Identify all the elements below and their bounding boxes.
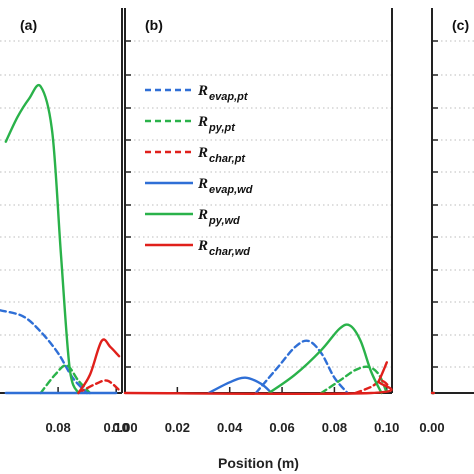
series-line (320, 365, 388, 395)
axes-frame (431, 8, 474, 394)
x-axis-title: Position (m) (218, 455, 299, 471)
legend-label: Rpy,wd (197, 207, 240, 227)
panel-label: (c) (452, 17, 469, 33)
x-tick-label: 0.00 (112, 420, 137, 435)
series-line (254, 339, 349, 395)
panel-a: 0.08 0.10 (a) (0, 8, 129, 435)
x-tick-label: 0.00 (419, 420, 444, 435)
series-line (77, 338, 121, 395)
legend-label: Rchar,pt (197, 145, 246, 165)
series-line (123, 361, 393, 396)
panel-c: 0.00 (c) (419, 8, 474, 435)
series-line (0, 309, 89, 395)
panel-b: 0.00 0.02 0.04 0.06 0.08 0.10 (b) Position (m) R… (112, 8, 399, 471)
panel-label: (a) (20, 17, 37, 33)
series-line (267, 323, 383, 395)
legend-label: Rchar,wd (197, 238, 250, 258)
axes-frame (124, 8, 393, 394)
series-line (77, 379, 121, 395)
series-line (39, 364, 92, 395)
legend-label: Revap,pt (197, 83, 249, 103)
x-tick-label: 0.06 (269, 420, 294, 435)
x-tick-label: 0.08 (322, 420, 347, 435)
series-line (4, 84, 80, 395)
legend-label: Revap,wd (197, 176, 253, 196)
panel-label: (b) (145, 17, 163, 33)
x-tick-label: 0.08 (45, 420, 70, 435)
series-line (207, 376, 273, 395)
x-tick-label: 0.10 (104, 420, 129, 435)
x-tick-label: 0.02 (165, 420, 190, 435)
x-tick-label: 0.04 (217, 420, 243, 435)
legend-label: Rpy,pt (197, 114, 236, 134)
x-tick-label: 0.10 (374, 420, 399, 435)
